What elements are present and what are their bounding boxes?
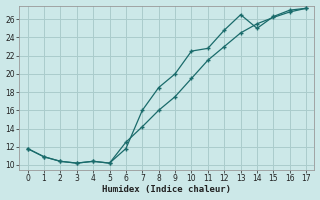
X-axis label: Humidex (Indice chaleur): Humidex (Indice chaleur) <box>102 185 231 194</box>
